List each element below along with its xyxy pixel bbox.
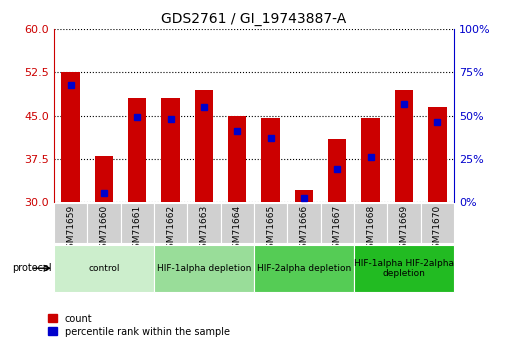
Text: GSM71663: GSM71663 [200, 205, 208, 254]
Bar [54, 245, 154, 292]
Text: GSM71670: GSM71670 [433, 205, 442, 254]
Bar [421, 203, 454, 243]
Bar [354, 245, 454, 292]
Bar [254, 203, 287, 243]
Text: GSM71668: GSM71668 [366, 205, 375, 254]
Text: GSM71666: GSM71666 [300, 205, 308, 254]
Text: HIF-1alpha HIF-2alpha
depletion: HIF-1alpha HIF-2alpha depletion [354, 258, 454, 278]
Bar [95, 156, 113, 202]
Bar [128, 98, 146, 202]
Bar [395, 90, 413, 202]
Text: GSM71667: GSM71667 [333, 205, 342, 254]
Bar [362, 118, 380, 202]
Bar [62, 72, 80, 202]
Text: GSM71661: GSM71661 [133, 205, 142, 254]
Bar [287, 203, 321, 243]
Text: GSM71665: GSM71665 [266, 205, 275, 254]
Bar [428, 107, 446, 202]
Bar [121, 203, 154, 243]
Text: GSM71669: GSM71669 [400, 205, 408, 254]
Text: GSM71662: GSM71662 [166, 205, 175, 254]
Bar [154, 203, 187, 243]
Bar [295, 190, 313, 202]
Bar [228, 116, 246, 202]
Text: GSM71660: GSM71660 [100, 205, 108, 254]
Bar [262, 118, 280, 202]
Bar [321, 203, 354, 243]
Bar [154, 245, 254, 292]
Bar [354, 203, 387, 243]
Text: control: control [88, 264, 120, 273]
Bar [54, 203, 87, 243]
Text: protocol: protocol [12, 263, 51, 273]
Bar [254, 245, 354, 292]
Bar [195, 90, 213, 202]
Text: HIF-2alpha depletion: HIF-2alpha depletion [257, 264, 351, 273]
Legend: count, percentile rank within the sample: count, percentile rank within the sample [48, 314, 230, 337]
Bar [87, 203, 121, 243]
Bar [162, 98, 180, 202]
Bar [387, 203, 421, 243]
Bar [328, 139, 346, 202]
Text: GSM71664: GSM71664 [233, 205, 242, 254]
Bar [221, 203, 254, 243]
Bar [187, 203, 221, 243]
Title: GDS2761 / GI_19743887-A: GDS2761 / GI_19743887-A [161, 11, 347, 26]
Text: GSM71659: GSM71659 [66, 205, 75, 254]
Text: HIF-1alpha depletion: HIF-1alpha depletion [157, 264, 251, 273]
